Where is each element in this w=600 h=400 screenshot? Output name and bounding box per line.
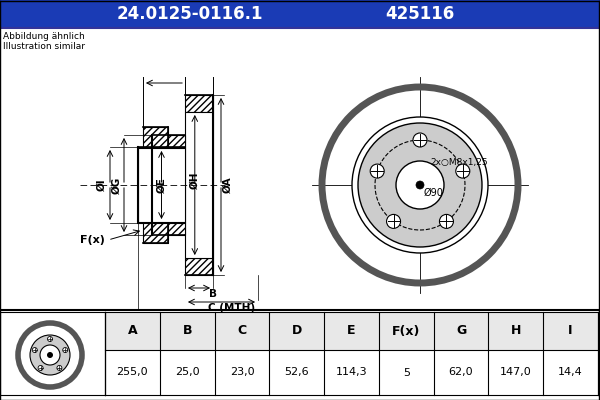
Text: 23,0: 23,0: [230, 368, 254, 378]
Text: B: B: [209, 289, 217, 299]
Text: F(x): F(x): [80, 235, 105, 245]
Text: H: H: [511, 324, 521, 338]
Bar: [185, 95, 213, 112]
Circle shape: [18, 323, 82, 387]
Text: Illustration similar: Illustration similar: [3, 42, 85, 51]
Text: 114,3: 114,3: [335, 368, 367, 378]
Text: 425116: 425116: [385, 5, 455, 23]
Text: 24.0125-0116.1: 24.0125-0116.1: [117, 5, 263, 23]
Bar: [138, 147, 185, 148]
Circle shape: [439, 214, 454, 228]
Text: I: I: [568, 324, 573, 338]
Bar: [138, 148, 185, 222]
Circle shape: [358, 123, 482, 247]
Text: 25,0: 25,0: [175, 368, 199, 378]
Text: B: B: [182, 324, 192, 338]
Bar: [152, 223, 185, 235]
Text: C: C: [238, 324, 247, 338]
Text: ØI: ØI: [97, 179, 107, 191]
Bar: [105, 312, 598, 350]
Text: ØA: ØA: [223, 177, 233, 193]
Text: Ø90: Ø90: [424, 188, 444, 198]
Text: 255,0: 255,0: [116, 368, 148, 378]
Bar: [0, 0, 600, 28]
Text: F(x): F(x): [392, 324, 421, 338]
Text: D: D: [194, 317, 202, 327]
Circle shape: [413, 133, 427, 147]
Text: 62,0: 62,0: [449, 368, 473, 378]
Circle shape: [416, 181, 424, 189]
Circle shape: [57, 366, 62, 370]
Bar: [143, 127, 168, 147]
Circle shape: [396, 161, 444, 209]
Bar: [0, 310, 600, 400]
Circle shape: [47, 352, 53, 358]
Circle shape: [386, 214, 401, 228]
Text: E: E: [347, 324, 356, 338]
Circle shape: [30, 335, 70, 375]
Bar: [185, 112, 213, 258]
Circle shape: [352, 117, 488, 253]
Circle shape: [456, 164, 470, 178]
Circle shape: [322, 87, 518, 283]
Bar: [152, 135, 185, 147]
Text: ØG: ØG: [112, 176, 122, 194]
Circle shape: [370, 164, 384, 178]
Circle shape: [32, 348, 37, 352]
Circle shape: [38, 366, 43, 370]
Bar: [0, 28, 600, 310]
Circle shape: [40, 345, 60, 365]
Circle shape: [47, 336, 53, 342]
Text: 14,4: 14,4: [558, 368, 583, 378]
Circle shape: [63, 348, 68, 352]
Text: Abbildung ähnlich: Abbildung ähnlich: [3, 32, 85, 41]
Text: ØE: ØE: [157, 177, 167, 193]
Bar: [138, 222, 185, 223]
Bar: [185, 258, 213, 275]
Text: D: D: [292, 324, 302, 338]
Text: A: A: [128, 324, 137, 338]
Text: 52,6: 52,6: [284, 368, 309, 378]
Bar: [143, 223, 168, 243]
Text: 2x○M8x1,25: 2x○M8x1,25: [430, 158, 488, 168]
Text: ØH: ØH: [190, 171, 200, 189]
Text: G: G: [456, 324, 466, 338]
Text: C (MTH): C (MTH): [208, 303, 255, 313]
Text: 147,0: 147,0: [500, 368, 532, 378]
Text: 5: 5: [403, 368, 410, 378]
